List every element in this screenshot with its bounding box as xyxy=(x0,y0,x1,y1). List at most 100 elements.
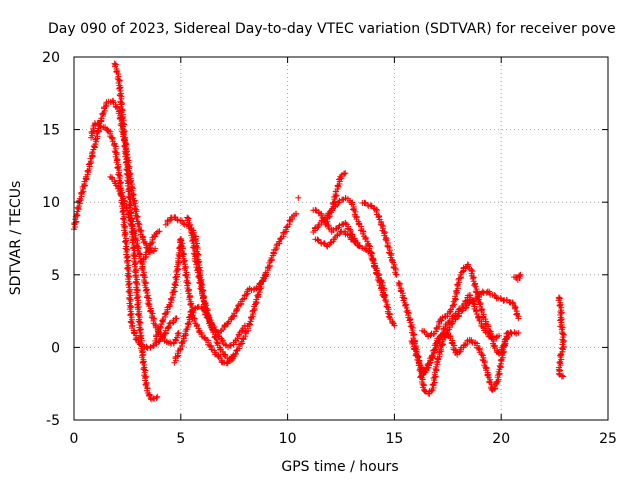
data-point xyxy=(153,394,160,401)
data-point xyxy=(113,159,120,166)
data-point xyxy=(474,293,481,300)
data-point xyxy=(323,242,330,249)
data-point xyxy=(496,332,503,339)
data-point xyxy=(474,314,481,321)
data-point xyxy=(371,263,378,270)
data-point xyxy=(134,294,141,301)
data-point xyxy=(246,321,253,328)
data-point xyxy=(124,171,131,178)
data-point xyxy=(132,336,139,343)
data-point xyxy=(355,242,362,249)
data-point xyxy=(140,351,147,358)
data-point xyxy=(127,196,134,203)
data-point xyxy=(234,302,241,309)
data-point xyxy=(483,289,490,296)
data-point xyxy=(482,364,489,371)
data-point xyxy=(208,326,215,333)
data-point xyxy=(471,282,478,289)
data-point xyxy=(516,273,523,280)
data-point xyxy=(116,92,123,99)
data-point xyxy=(393,271,400,278)
data-point xyxy=(386,313,393,320)
data-point xyxy=(128,319,135,326)
data-point xyxy=(129,239,136,246)
data-point xyxy=(293,210,300,217)
data-point xyxy=(436,348,443,355)
data-point xyxy=(342,170,349,177)
data-point xyxy=(174,216,181,223)
data-point xyxy=(380,293,387,300)
data-point xyxy=(440,341,447,348)
data-point xyxy=(281,229,288,236)
data-point xyxy=(485,371,492,378)
data-point xyxy=(243,291,250,298)
x-tick-label: 20 xyxy=(492,431,510,447)
data-point xyxy=(116,84,123,91)
data-point xyxy=(495,368,502,375)
data-point xyxy=(421,328,428,335)
data-point xyxy=(451,301,458,308)
data-point xyxy=(263,271,270,278)
data-point xyxy=(379,292,386,299)
data-point xyxy=(449,339,456,346)
data-point xyxy=(557,301,564,308)
data-point xyxy=(489,387,496,394)
data-point xyxy=(515,315,522,322)
data-point xyxy=(152,245,159,252)
data-point xyxy=(504,329,511,336)
data-point xyxy=(173,315,180,322)
y-tick-label: 10 xyxy=(42,195,60,211)
data-point xyxy=(177,236,184,243)
data-point xyxy=(341,228,348,235)
data-point xyxy=(392,271,399,278)
plot-frame xyxy=(73,56,609,421)
data-point xyxy=(376,213,383,220)
data-point xyxy=(199,287,206,294)
data-point xyxy=(166,320,173,327)
data-point xyxy=(152,233,159,240)
data-point xyxy=(174,330,181,337)
data-point xyxy=(138,265,145,272)
data-point xyxy=(314,236,321,243)
data-point xyxy=(186,296,193,303)
data-point xyxy=(187,293,194,300)
data-point xyxy=(312,206,319,213)
data-point xyxy=(130,229,137,236)
data-point xyxy=(77,197,84,204)
data-point xyxy=(254,292,261,299)
y-tick-label: -5 xyxy=(46,413,60,429)
axis-ticks: 0 5 10 15 20 25 -5 0 5 10 15 20 xyxy=(42,50,617,447)
data-point xyxy=(99,111,106,118)
data-point xyxy=(195,273,202,280)
data-point xyxy=(497,349,504,356)
data-point xyxy=(382,236,389,243)
x-axis-label: GPS time / hours xyxy=(281,459,398,475)
data-point xyxy=(201,335,208,342)
data-point xyxy=(104,127,111,134)
x-tick-label: 5 xyxy=(176,431,185,447)
data-point xyxy=(142,381,149,388)
data-point xyxy=(134,306,141,313)
data-point xyxy=(262,272,269,279)
data-point xyxy=(167,302,174,309)
data-point xyxy=(175,329,182,336)
data-point xyxy=(124,259,131,266)
data-point xyxy=(558,372,565,379)
data-point xyxy=(165,323,172,330)
data-point xyxy=(119,100,126,107)
data-point xyxy=(374,271,381,278)
data-point xyxy=(190,244,197,251)
data-point xyxy=(350,205,357,212)
data-point xyxy=(509,299,516,306)
data-point xyxy=(503,330,510,337)
data-point xyxy=(192,252,199,259)
data-point xyxy=(241,295,248,302)
data-point xyxy=(165,324,172,331)
data-point xyxy=(456,349,463,356)
y-tick-label: 5 xyxy=(51,268,60,284)
x-tick-label: 25 xyxy=(599,431,617,447)
data-point xyxy=(381,229,388,236)
data-point xyxy=(378,222,385,229)
data-point xyxy=(429,353,436,360)
